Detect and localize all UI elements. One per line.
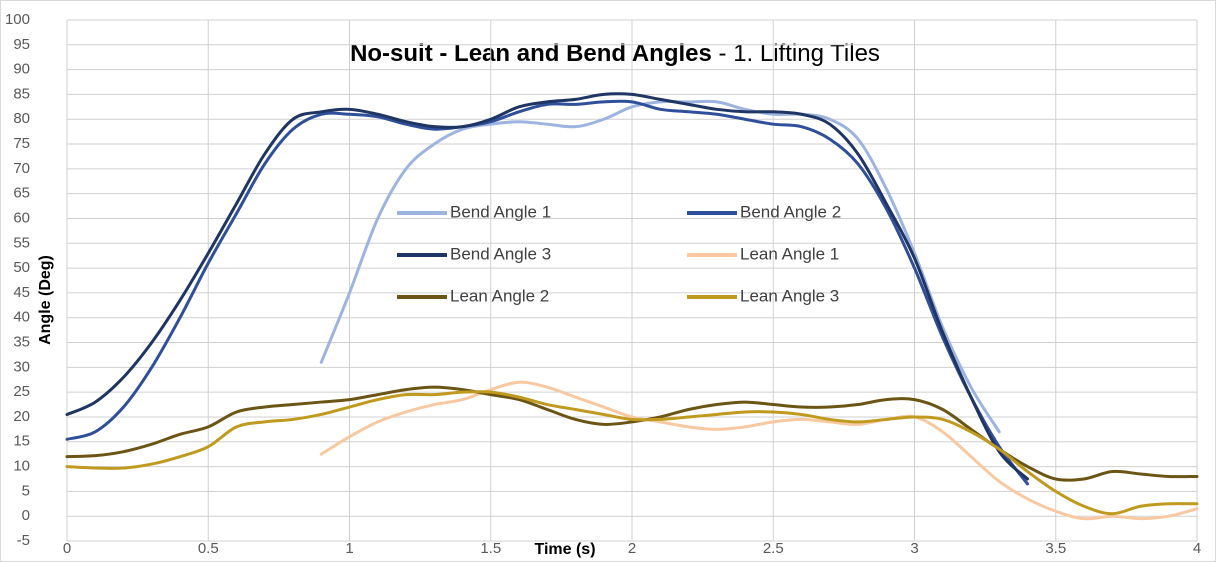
y-tick-label: 95 [13, 36, 30, 53]
y-tick-label: 35 [13, 333, 30, 350]
legend-label: Bend Angle 1 [450, 202, 551, 221]
legend-label: Lean Angle 2 [450, 286, 549, 305]
y-tick-label: 40 [13, 309, 30, 326]
legend-label: Lean Angle 1 [740, 244, 839, 263]
y-tick-label: 85 [13, 85, 30, 102]
y-tick-label: 80 [13, 110, 30, 127]
series-line [65, 390, 1199, 516]
x-tick-label: 0 [63, 540, 71, 557]
legend-label: Bend Angle 3 [450, 244, 551, 263]
y-tick-label: 45 [13, 284, 30, 301]
legend-label: Bend Angle 2 [740, 202, 841, 221]
y-tick-label: 100 [5, 11, 30, 28]
y-tick-label: 25 [13, 383, 30, 400]
y-tick-label: 5 [22, 482, 30, 499]
y-tick-label: 10 [13, 458, 30, 475]
x-tick-label: 2.5 [763, 540, 784, 557]
y-axis-title: Angle (Deg) [37, 255, 54, 345]
series-line [319, 99, 1001, 434]
y-tick-label: 20 [13, 408, 30, 425]
y-tick-label: 30 [13, 358, 30, 375]
y-tick-label: 50 [13, 259, 30, 276]
x-tick-label: 3.5 [1045, 540, 1066, 557]
x-tick-label: 1.5 [480, 540, 501, 557]
y-tick-label: 60 [13, 209, 30, 226]
legend-label: Lean Angle 3 [740, 286, 839, 305]
y-tick-label: 75 [13, 135, 30, 152]
y-tick-label: -5 [17, 532, 30, 549]
x-tick-label: 2 [628, 540, 636, 557]
series-line [319, 380, 1199, 521]
y-tick-label: 90 [13, 61, 30, 78]
series-line [65, 99, 1029, 486]
y-tick-label: 55 [13, 234, 30, 251]
y-tick-label: 0 [22, 507, 30, 524]
x-tick-label: 1 [345, 540, 353, 557]
x-tick-label: 0.5 [198, 540, 219, 557]
x-tick-label: 4 [1193, 540, 1201, 557]
y-tick-label: 70 [13, 160, 30, 177]
y-tick-label: 15 [13, 433, 30, 450]
x-tick-label: 3 [910, 540, 918, 557]
y-tick-label: 65 [13, 185, 30, 202]
series-line [65, 92, 1029, 481]
x-axis-title: Time (s) [534, 541, 595, 558]
